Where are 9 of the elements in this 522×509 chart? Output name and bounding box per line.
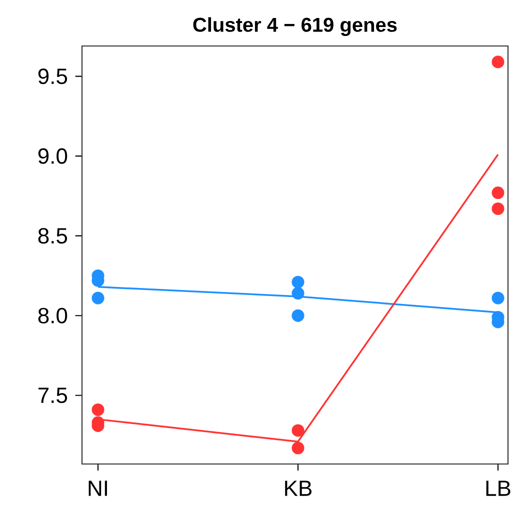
x-tick-label: KB [285,480,312,496]
y-tick-label: 9.0 [38,148,68,164]
x-tick-label: NI [88,480,107,496]
y-tick-label: 7.5 [38,388,68,404]
y-tick-label: 9.5 [38,68,68,84]
y-tick-label: 8.0 [38,308,68,324]
y-tick-label: 8.5 [38,228,68,244]
x-tick-label: LB [486,480,510,496]
chart-title: Cluster 4 − 619 genes [193,17,397,36]
